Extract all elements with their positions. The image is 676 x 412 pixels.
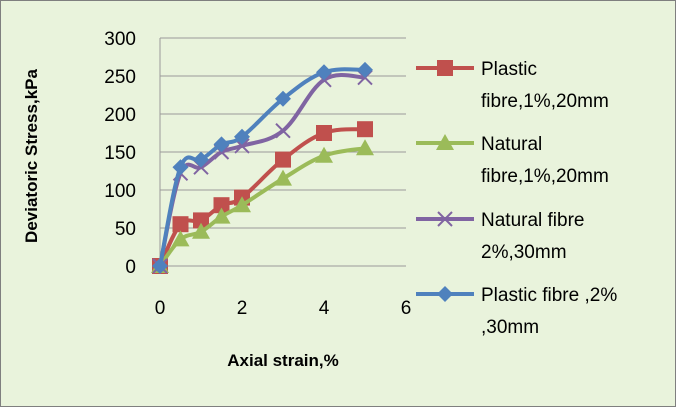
legend-marker <box>437 60 453 76</box>
y-tick-label: 250 <box>104 67 136 88</box>
data-point <box>357 61 373 78</box>
y-axis-label: Deviatoric Stress,kPa <box>22 69 41 243</box>
x-axis-label: Axial strain,% <box>227 351 339 370</box>
data-point <box>275 151 291 168</box>
legend-label: 2%,30mm <box>481 242 567 263</box>
data-point <box>357 121 373 138</box>
series-4 <box>152 61 373 274</box>
data-point <box>274 169 292 186</box>
data-point <box>152 258 168 274</box>
legend-item: Plastic fibre,1%,20mm <box>416 59 609 112</box>
x-tick-label: 6 <box>401 298 412 319</box>
y-tick-label: 0 <box>125 257 136 278</box>
legend-item: Natural fibre 2%,30mm <box>416 210 585 263</box>
x-tick-label: 4 <box>319 298 330 319</box>
legend-label: Plastic <box>481 59 537 80</box>
tick-labels: 0 50 100 150 200 250 300 0 2 4 6 <box>104 29 411 319</box>
y-tick-label: 100 <box>104 181 136 202</box>
data-point <box>213 136 230 153</box>
x-tick-label: 0 <box>155 298 166 319</box>
data-point <box>315 146 333 163</box>
data-point <box>275 123 291 139</box>
legend-label: Plastic fibre ,2% <box>481 285 617 306</box>
legend-label: ,30mm <box>481 317 539 338</box>
data-point <box>193 151 209 168</box>
data-point <box>356 139 374 156</box>
y-tick-label: 200 <box>104 105 136 126</box>
y-tick-label: 50 <box>115 219 136 240</box>
legend-item: Natural fibre,1%,20mm <box>416 134 609 187</box>
legend-marker <box>437 211 453 227</box>
x-tick-label: 2 <box>237 298 248 319</box>
data-point <box>172 216 189 233</box>
legend-label: Natural fibre <box>481 210 585 231</box>
data-point <box>275 90 291 107</box>
legend-label: Natural <box>481 134 542 155</box>
data-point <box>234 128 250 145</box>
plot-series <box>151 61 374 274</box>
data-point <box>316 64 332 81</box>
series-2 <box>151 139 374 273</box>
legend: Plastic fibre,1%,20mm Natural fibre,1%,20mm… <box>416 59 617 338</box>
legend-marker <box>437 286 453 302</box>
y-tick-label: 300 <box>104 29 136 50</box>
data-point <box>316 125 332 141</box>
data-point <box>233 196 251 213</box>
data-point <box>213 197 230 214</box>
data-point <box>212 207 231 224</box>
data-point <box>172 159 189 176</box>
data-point <box>193 212 209 229</box>
legend-marker <box>436 134 454 150</box>
y-tick-label: 150 <box>104 143 136 164</box>
axes <box>159 38 406 267</box>
legend-item: Plastic fibre ,2% ,30mm <box>416 285 617 338</box>
legend-label: fibre,1%,20mm <box>481 166 609 187</box>
data-point <box>192 222 210 239</box>
legend-label: fibre,1%,20mm <box>481 91 609 112</box>
data-point <box>171 230 190 247</box>
